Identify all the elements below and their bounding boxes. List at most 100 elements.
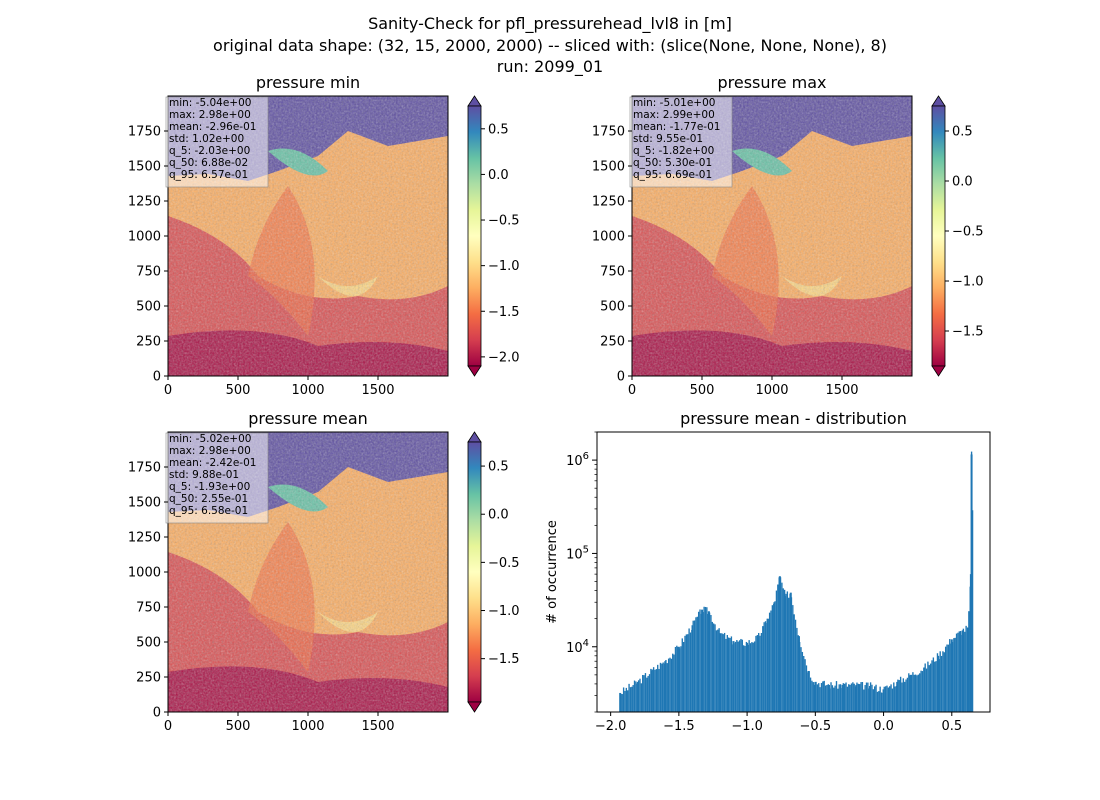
x-tick-label: 1000 — [291, 383, 324, 398]
histogram-bar — [657, 664, 659, 712]
histogram-bar — [711, 621, 713, 712]
histogram-bar — [636, 681, 639, 712]
stats-line: mean: -1.77e-01 — [633, 121, 720, 133]
y-tick-label: 250 — [136, 335, 161, 350]
stats-line: std: 1.02e+00 — [169, 133, 244, 145]
histogram-bar — [816, 684, 819, 712]
colorbar-extend-max — [931, 95, 946, 107]
histogram-bar — [884, 686, 887, 712]
histogram-bar — [721, 633, 723, 712]
colorbar-extend-max — [467, 431, 482, 443]
histogram-bar — [722, 634, 724, 712]
histogram-bar — [704, 606, 707, 712]
histogram-bar — [688, 628, 690, 712]
colorbar-tick-label: −2.0 — [488, 350, 520, 365]
histogram-bar — [857, 683, 859, 712]
stats-line: q_50: 6.88e-02 — [169, 157, 248, 169]
histogram-bar — [781, 582, 783, 712]
histogram-bar — [824, 685, 827, 712]
x-tick-label: 0 — [164, 719, 172, 734]
histogram-bar — [950, 639, 953, 712]
histogram-bar — [639, 678, 641, 712]
histogram-bar — [707, 611, 710, 712]
histogram-bar — [633, 680, 636, 712]
histogram-bar — [784, 595, 787, 712]
histogram-bar — [916, 675, 918, 712]
y-tick-label: 1750 — [128, 461, 161, 476]
histogram-bar — [777, 584, 779, 712]
histogram-bar — [905, 679, 907, 712]
stats-line: q_5: -2.03e+00 — [169, 145, 250, 157]
histogram-bar — [631, 686, 633, 712]
stats-line: min: -5.04e+00 — [169, 97, 251, 109]
y-tick-label: 1000 — [592, 230, 625, 245]
stats-line: max: 2.99e+00 — [633, 109, 715, 121]
histogram-bar — [672, 653, 674, 712]
histogram-bar — [757, 637, 760, 712]
stats-line: min: -5.01e+00 — [633, 97, 715, 109]
histogram-bar — [766, 618, 769, 712]
histogram-bar — [809, 677, 812, 712]
histogram-bar — [768, 612, 771, 712]
histogram-bar — [643, 675, 645, 712]
histogram-bar — [804, 659, 806, 712]
colorbar: 0.5 0.0 −0.5 −1.0 −1.5 −2.0 — [467, 95, 520, 377]
histogram-bar — [855, 684, 858, 712]
histogram-bar — [763, 622, 765, 712]
x-tick-label: 0 — [164, 383, 172, 398]
histogram-bar — [691, 625, 694, 712]
histogram-bar — [939, 651, 941, 712]
histogram-bar — [961, 630, 964, 712]
y-tick-label: 1250 — [128, 195, 161, 210]
histogram-bar — [901, 682, 903, 712]
histogram-bar — [625, 687, 628, 712]
histogram-bar — [658, 668, 660, 712]
histogram-bar — [712, 623, 715, 712]
histogram-bar — [871, 684, 873, 712]
histogram-bar — [753, 641, 756, 712]
histogram-bar — [710, 615, 712, 712]
histogram-bar — [943, 652, 945, 712]
colorbar-tick-label: 0.0 — [488, 168, 509, 183]
histogram-bar — [646, 677, 648, 712]
histogram-bar — [845, 682, 847, 712]
histogram-bar — [728, 637, 730, 712]
histogram-bar — [826, 685, 828, 712]
histogram-bar — [904, 681, 906, 712]
histogram-bar — [749, 643, 752, 712]
histogram-bar — [902, 678, 905, 712]
histogram-bar — [925, 668, 928, 712]
stats-line: q_5: -1.82e+00 — [633, 145, 714, 157]
histogram-bar — [928, 665, 930, 712]
histogram-bar — [729, 638, 731, 712]
histogram-bar — [814, 681, 817, 712]
histogram-bar — [755, 635, 757, 712]
histogram-bar — [752, 642, 754, 712]
histogram-bar — [811, 680, 813, 712]
y-tick-label: 1500 — [592, 160, 625, 175]
histogram-bar — [872, 689, 875, 712]
histogram-bar — [689, 632, 692, 712]
colorbar-extend-max — [467, 95, 482, 107]
histogram-bar — [629, 687, 632, 712]
histogram-bar — [732, 641, 735, 712]
histogram-bar — [682, 641, 685, 712]
histogram-bar — [624, 690, 626, 712]
colorbar: 0.5 0.0 −0.5 −1.0 −1.5 — [467, 431, 520, 713]
histogram-bar — [734, 641, 737, 712]
histogram-bar — [793, 614, 795, 712]
histogram-bar — [667, 658, 670, 712]
histogram-bar — [834, 685, 836, 712]
histogram-bar — [701, 609, 704, 712]
histogram-bar — [751, 642, 753, 712]
histogram-bar — [696, 616, 698, 712]
histogram-bar — [953, 638, 955, 712]
colorbar-extend-min — [931, 365, 946, 377]
histogram-bar — [788, 597, 790, 712]
colorbar-tick-label: −0.5 — [488, 214, 520, 229]
histogram-bar — [723, 632, 726, 712]
map-title: pressure max — [717, 73, 826, 92]
histogram-bar — [635, 681, 637, 712]
histogram-bar — [789, 592, 792, 712]
